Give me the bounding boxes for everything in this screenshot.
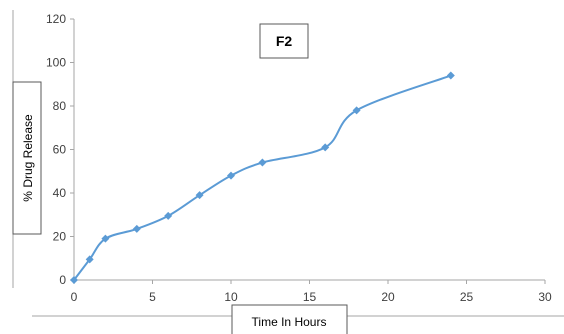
x-axis-title-frame [231,304,348,334]
y-tick-label: 20 [53,230,67,244]
series-line-f2 [73,74,452,281]
x-tick-labels: 0 5 10 15 20 25 30 [71,280,552,304]
data-point-marker [258,158,267,167]
data-point-marker [195,191,204,200]
y-axis-title-frame [12,81,42,235]
data-point-marker [352,106,361,115]
x-tick-label: 5 [149,290,156,304]
series-markers [70,71,455,284]
x-tick-label: 15 [303,290,317,304]
x-axis-title-box: Time In Hours [231,304,348,334]
x-tick-label: 30 [538,290,552,304]
data-point-marker [164,211,173,220]
data-point-marker [85,255,94,264]
x-tick-label: 10 [224,290,238,304]
y-tick-label: 100 [46,56,66,70]
data-point-marker [101,234,110,243]
data-point-marker [446,71,455,80]
y-axis-title: % Drug Release [21,114,35,202]
data-point-marker [227,171,235,180]
y-tick-labels: 0 20 40 60 80 100 120 [46,12,74,287]
y-tick-label: 0 [59,273,66,287]
y-tick-label: 120 [46,12,66,26]
y-axis-title-box: % Drug Release [12,81,42,235]
x-tick-label: 20 [381,290,395,304]
y-tick-label: 60 [53,143,67,157]
y-tick-label: 40 [53,186,67,200]
x-tick-label: 25 [460,290,474,304]
x-axis-title: Time In Hours [252,315,327,329]
data-point-marker [132,224,141,233]
chart-title: F2 [276,33,293,49]
axes [73,19,545,281]
chart-title-frame [259,23,309,59]
data-point-marker [70,276,78,284]
chart-title-box: F2 [259,23,309,59]
y-tick-label: 80 [53,99,67,113]
x-tick-label: 0 [71,290,78,304]
data-point-marker [321,143,330,152]
